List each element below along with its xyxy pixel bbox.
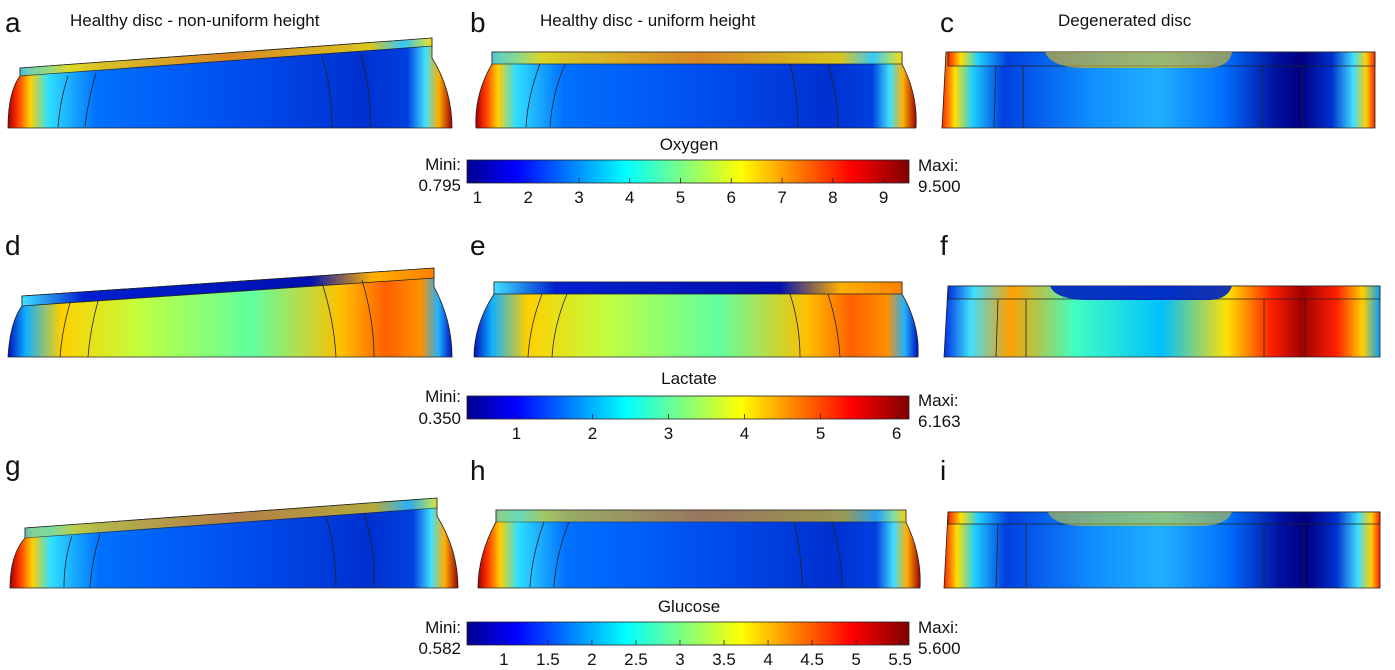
- disc-panel-a: [7, 37, 453, 129]
- panel-letter-e: e: [470, 230, 486, 261]
- disc-panel-i: [943, 511, 1381, 589]
- colorbar-tick-label: 2.5: [624, 650, 648, 669]
- colorbar-glucose: Glucose 1 1.5 2 2.5 3 3.5 4 4.5 5 5.5 Mini: 0.582…: [418, 597, 960, 669]
- row-lactate: d e f Lactate 1 2 3 4 5 6 Mini: 0.350: [5, 230, 1381, 443]
- panel-letter-d: d: [5, 230, 21, 261]
- min-value-lactate: 0.350: [418, 409, 461, 428]
- colorbar-tick-label: 1: [473, 188, 482, 207]
- colorbar-tick-label: 7: [777, 188, 786, 207]
- colorbar-title-lactate: Lactate: [661, 369, 717, 388]
- colorbar-tick-label: 4: [625, 188, 634, 207]
- colorbar-tick-label: 6: [892, 424, 901, 443]
- max-value-oxygen: 9.500: [918, 177, 961, 196]
- max-label-glucose: Maxi:: [918, 618, 959, 637]
- disc-panel-d: [7, 267, 453, 358]
- column-title-1: Healthy disc - non-uniform height: [70, 11, 320, 30]
- max-label-oxygen: Maxi:: [918, 156, 959, 175]
- colorbar-tick-label: 5: [676, 188, 685, 207]
- row-oxygen: a Healthy disc - non-uniform height b He…: [5, 7, 1376, 207]
- disc-panel-e: [473, 281, 919, 358]
- colorbar-tick-label: 3: [574, 188, 583, 207]
- colorbar-oxygen: Oxygen 1 2 3 4 5 6 7 8 9 Mini: 0.795 Maxi: 9.500: [418, 135, 960, 207]
- disc-panel-h: [477, 509, 921, 589]
- colorbar-tick-label: 1: [512, 424, 521, 443]
- colorbar-title-oxygen: Oxygen: [660, 135, 719, 154]
- min-value-oxygen: 0.795: [418, 176, 461, 195]
- max-value-lactate: 6.163: [918, 412, 961, 431]
- colorbar-tick-label: 1.5: [536, 650, 560, 669]
- colorbar-ticks-glucose: 1 1.5 2 2.5 3 3.5 4 4.5 5 5.5: [499, 640, 912, 669]
- colorbar-tick-label: 6: [727, 188, 736, 207]
- colorbar-tick-label: 4: [740, 424, 749, 443]
- colorbar-tick-label: 5: [816, 424, 825, 443]
- colorbar-title-glucose: Glucose: [658, 597, 720, 616]
- panel-letter-b: b: [470, 7, 486, 38]
- min-label-oxygen: Mini:: [425, 155, 461, 174]
- colorbar-tick-label: 4.5: [800, 650, 824, 669]
- colorbar-tick-label: 5.5: [888, 650, 912, 669]
- min-value-glucose: 0.582: [418, 639, 461, 658]
- colorbar-tick-label: 8: [828, 188, 837, 207]
- colorbar-tick-label: 2: [588, 424, 597, 443]
- max-value-glucose: 5.600: [918, 639, 961, 658]
- panel-letter-c: c: [940, 7, 954, 38]
- panel-letter-h: h: [470, 455, 486, 486]
- row-glucose: g h i Glucose 1 1.5 2 2.5 3 3.5 4 4.5 5 5.5 Mini:: [5, 450, 1381, 669]
- colorbar-tick-label: 3: [664, 424, 673, 443]
- colorbar-tick-label: 2: [587, 650, 596, 669]
- colorbar-lactate: Lactate 1 2 3 4 5 6 Mini: 0.350 Maxi: 6.163: [418, 369, 960, 443]
- column-title-2: Healthy disc - uniform height: [540, 11, 756, 30]
- colorbar-tick-label: 2: [523, 188, 532, 207]
- panel-letter-g: g: [5, 450, 21, 481]
- column-title-3: Degenerated disc: [1058, 11, 1192, 30]
- disc-panel-f: [943, 285, 1381, 358]
- panel-letter-a: a: [5, 7, 21, 38]
- colorbar-tick-label: 3: [675, 650, 684, 669]
- colorbar-tick-label: 9: [879, 188, 888, 207]
- panel-letter-i: i: [940, 455, 946, 486]
- disc-panel-c: [941, 51, 1376, 129]
- disc-panel-g: [9, 497, 459, 589]
- colorbar-ticks-oxygen: 1 2 3 4 5 6 7 8 9: [473, 178, 888, 207]
- min-label-glucose: Mini:: [425, 618, 461, 637]
- panel-letter-f: f: [940, 230, 948, 261]
- disc-panel-b: [475, 51, 917, 129]
- colorbar-tick-label: 1: [499, 650, 508, 669]
- colorbar-tick-label: 4: [763, 650, 772, 669]
- colorbar-ticks-lactate: 1 2 3 4 5 6: [512, 414, 901, 443]
- colorbar-tick-label: 3.5: [712, 650, 736, 669]
- colorbar-tick-label: 5: [851, 650, 860, 669]
- max-label-lactate: Maxi:: [918, 391, 959, 410]
- min-label-lactate: Mini:: [425, 387, 461, 406]
